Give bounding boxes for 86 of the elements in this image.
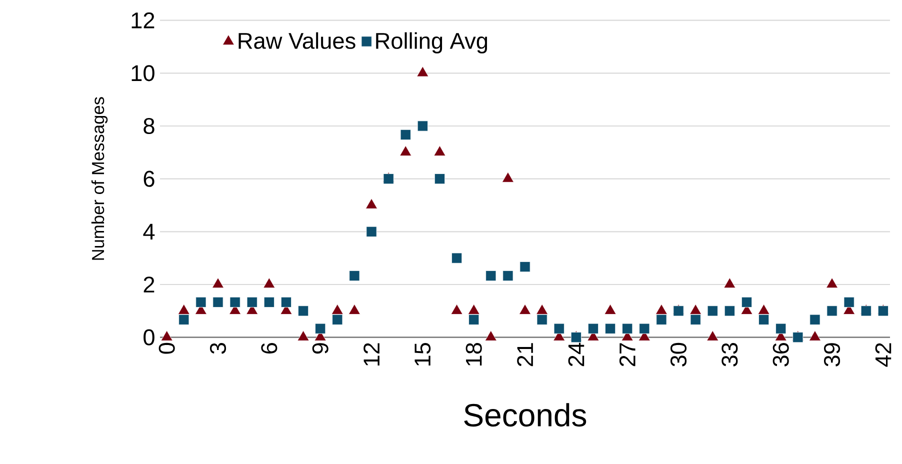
point: [348, 304, 360, 314]
point: [417, 120, 428, 132]
point: [706, 330, 719, 341]
legend-label: Raw Values: [238, 32, 356, 49]
point: [639, 323, 650, 334]
point: [298, 306, 309, 316]
point: [196, 296, 206, 308]
point: [554, 323, 564, 334]
point: [536, 314, 548, 325]
point: [468, 304, 480, 314]
point: [263, 278, 276, 288]
point: [246, 296, 258, 308]
x-tick-label: 18: [466, 343, 482, 366]
point: [212, 278, 224, 288]
legend-label: Rolling Avg: [376, 32, 488, 54]
point: [605, 323, 616, 334]
y-tick-label: 6: [144, 170, 154, 187]
point: [400, 129, 411, 140]
point: [741, 296, 752, 308]
point: [468, 314, 480, 325]
x-tick-label: 39: [824, 343, 840, 366]
y-axis-title: Number of Messages: [91, 97, 108, 260]
point: [808, 330, 821, 341]
x-tick-label: 42: [875, 343, 892, 367]
x-tick-label: 27: [619, 343, 636, 366]
point: [331, 304, 344, 314]
point: [486, 270, 496, 282]
point: [452, 252, 462, 264]
point: [297, 330, 310, 341]
point: [656, 314, 667, 325]
x-tick-label: 12: [364, 343, 380, 366]
point: [349, 270, 360, 282]
point: [434, 174, 445, 184]
point: [758, 304, 770, 314]
point: [416, 66, 429, 77]
point: [520, 262, 530, 272]
point: [826, 306, 838, 316]
y-tick-label: 12: [132, 12, 154, 28]
point: [622, 323, 633, 334]
y-tick-label: 4: [143, 224, 155, 240]
y-tick-label: 8: [144, 118, 154, 134]
point: [332, 314, 343, 325]
point: [536, 304, 548, 314]
point: [655, 304, 668, 314]
y-tick-label: 10: [132, 65, 154, 82]
x-tick-label: 0: [158, 342, 175, 354]
x-tick-label: 3: [210, 343, 226, 354]
point: [519, 304, 531, 314]
point: [484, 330, 497, 341]
point: [366, 226, 377, 237]
point: [160, 330, 173, 341]
point: [826, 278, 838, 288]
point: [315, 323, 326, 334]
point: [502, 172, 514, 182]
point: [400, 146, 412, 156]
point: [810, 314, 820, 325]
point: [264, 296, 274, 308]
x-tick-label: 6: [261, 343, 278, 354]
point: [502, 270, 514, 282]
point: [724, 278, 736, 288]
x-tick-label: 21: [517, 343, 533, 366]
point: [707, 306, 718, 316]
point: [178, 314, 190, 325]
y-tick-label: 2: [144, 276, 154, 292]
point: [280, 296, 292, 308]
point: [366, 198, 378, 209]
point: [776, 323, 786, 334]
point: [724, 306, 735, 316]
x-tick-label: 24: [568, 342, 584, 366]
point: [588, 323, 598, 334]
point: [212, 296, 224, 308]
point: [178, 304, 190, 314]
point: [758, 314, 770, 325]
point: [604, 304, 616, 314]
x-tick-label: 30: [670, 342, 687, 366]
point: [230, 296, 240, 308]
x-axis-title: Seconds: [464, 403, 586, 427]
x-tick-label: 36: [772, 343, 789, 366]
point: [690, 314, 701, 325]
x-tick-label: 33: [722, 343, 738, 366]
x-tick-label: 9: [312, 343, 328, 354]
point: [844, 296, 854, 308]
point: [450, 304, 463, 314]
point: [690, 304, 702, 314]
x-tick-label: 15: [414, 343, 431, 366]
point: [434, 146, 446, 156]
